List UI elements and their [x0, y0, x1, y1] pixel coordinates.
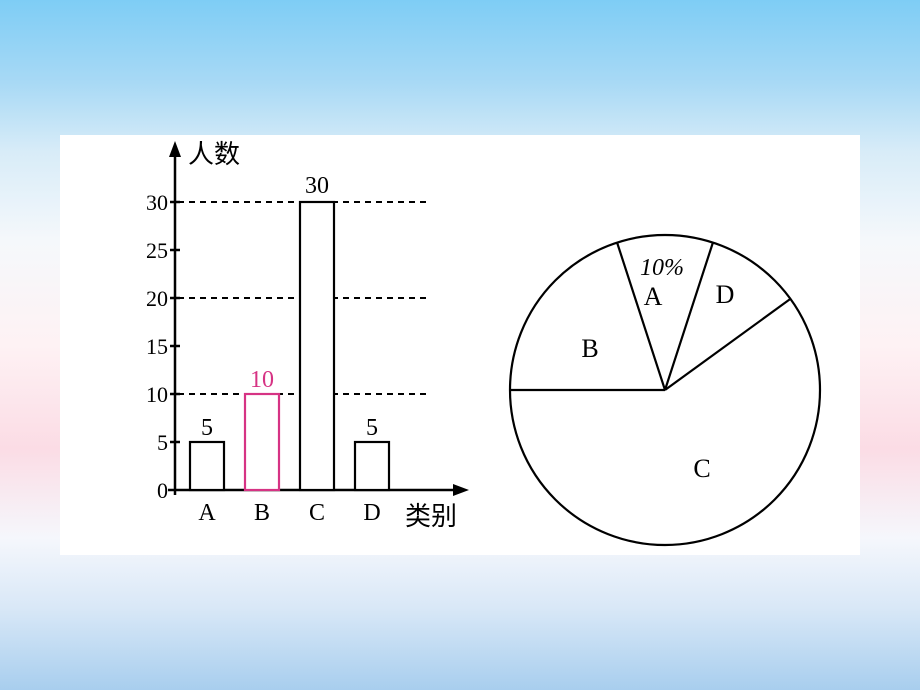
cat-B: B [254, 500, 270, 526]
val-C: 30 [305, 173, 329, 199]
x-axis-title: 类别 [405, 502, 457, 531]
ytick-30: 30 [146, 190, 168, 215]
x-axis-arrow [453, 484, 469, 496]
bar-chart-svg: 0 5 10 15 20 25 30 [60, 135, 490, 555]
y-axis-title: 人数 [188, 140, 240, 169]
pie-chart: 10% A D B C [490, 135, 860, 555]
y-axis-arrow [169, 141, 181, 157]
val-A: 5 [201, 415, 213, 441]
bar-A [190, 442, 224, 490]
pie-label-D: D [716, 280, 735, 309]
val-D: 5 [366, 415, 378, 441]
ytick-20: 20 [146, 286, 168, 311]
pie-label-C: C [693, 454, 710, 483]
value-labels: 5 10 30 5 [201, 173, 378, 441]
bar-C [300, 202, 334, 490]
ytick-10: 10 [146, 382, 168, 407]
bar-chart: 0 5 10 15 20 25 30 [60, 135, 490, 555]
bars [190, 202, 389, 490]
ytick-15: 15 [146, 334, 168, 359]
cat-D: D [363, 500, 380, 526]
chart-panel: 0 5 10 15 20 25 30 [60, 135, 860, 555]
category-labels: A B C D [198, 500, 380, 526]
pie-label-B: B [581, 334, 598, 363]
pie-label-A: A [644, 282, 663, 311]
cat-C: C [309, 500, 325, 526]
ytick-0: 0 [157, 478, 168, 503]
pie-pct-A: 10% [640, 255, 684, 281]
ytick-5: 5 [157, 430, 168, 455]
pie-chart-svg: 10% A D B C [490, 135, 860, 555]
bar-D [355, 442, 389, 490]
cat-A: A [198, 500, 216, 526]
val-B: 10 [250, 367, 274, 393]
ytick-25: 25 [146, 238, 168, 263]
bar-B [245, 394, 279, 490]
